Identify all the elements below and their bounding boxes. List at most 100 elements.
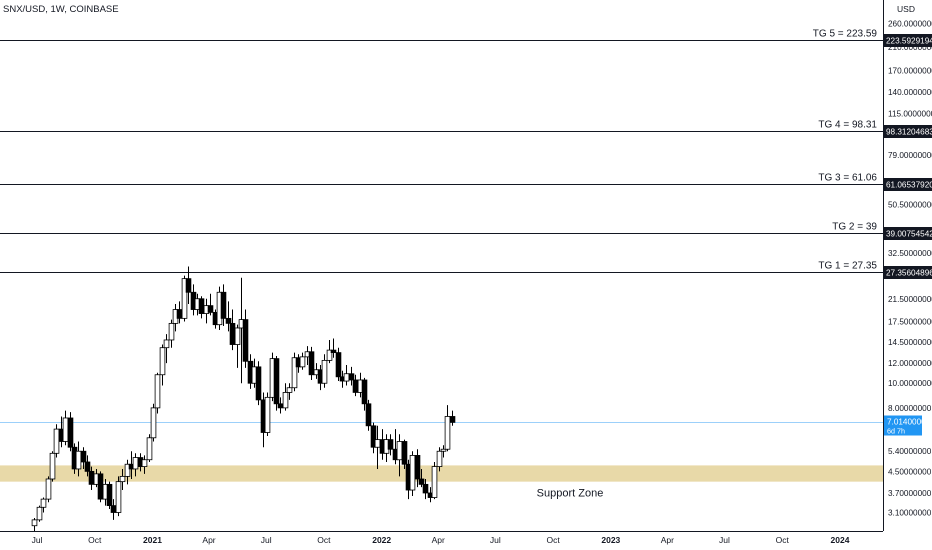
candle[interactable] (401, 439, 408, 469)
candle[interactable] (53, 424, 60, 458)
candle[interactable] (291, 352, 298, 392)
candle-body (348, 373, 355, 381)
candle-body (225, 317, 232, 324)
candle[interactable] (255, 361, 262, 406)
price-tick-label: 50.50000000 (888, 201, 932, 210)
candle[interactable] (422, 478, 429, 500)
time-tick-label: Jul (490, 535, 501, 545)
candle[interactable] (141, 455, 148, 474)
support-zone (0, 465, 883, 482)
candle[interactable] (282, 383, 289, 411)
candle-body (282, 392, 289, 409)
candle-body (431, 466, 438, 498)
price-tick-label: 79.00000000 (888, 151, 932, 160)
candle-body (106, 483, 113, 506)
candle[interactable] (207, 293, 214, 316)
candle-body (207, 305, 214, 313)
target-label: TG 1 = 27.35 (818, 261, 877, 272)
candle-body (150, 407, 157, 439)
candle[interactable] (67, 412, 74, 452)
candle-body (124, 463, 131, 477)
candle[interactable] (444, 405, 451, 452)
candle[interactable] (115, 476, 122, 517)
candle-body (291, 357, 298, 389)
support-zone-label: Support Zone (537, 488, 604, 500)
candle[interactable] (361, 377, 368, 411)
candle[interactable] (163, 334, 170, 364)
candle-body (53, 428, 60, 454)
symbol-label: SNX/USD, 1W, COINBASE (3, 4, 119, 15)
target-label: TG 2 = 39 (832, 222, 877, 233)
candle[interactable] (370, 422, 377, 454)
last-price-tag (884, 415, 922, 436)
candle[interactable] (335, 347, 342, 382)
candle[interactable] (418, 468, 425, 488)
candle[interactable] (365, 399, 372, 431)
candle[interactable] (321, 354, 328, 388)
candle[interactable] (348, 366, 355, 386)
candle-body (40, 498, 47, 508)
price-axis-unit: USD (897, 4, 915, 14)
candle[interactable] (326, 339, 333, 364)
candle[interactable] (124, 459, 131, 485)
candle[interactable] (119, 468, 126, 491)
candle[interactable] (431, 461, 438, 500)
candle[interactable] (242, 309, 249, 368)
candle[interactable] (84, 455, 91, 477)
candle[interactable] (299, 352, 306, 370)
price-tick-label: 32.50000000 (888, 249, 932, 258)
candle[interactable] (220, 284, 227, 326)
candles[interactable] (31, 266, 456, 532)
price-tick-label: 210.00000000 (888, 43, 932, 52)
candle[interactable] (49, 451, 56, 482)
candle[interactable] (45, 476, 52, 503)
candle[interactable] (330, 338, 337, 358)
candle[interactable] (106, 481, 113, 509)
candle[interactable] (409, 451, 416, 496)
target-axis-value: 27.35604896 (886, 269, 932, 278)
candle[interactable] (449, 410, 456, 426)
target-axis-tag (884, 178, 932, 191)
candle[interactable] (185, 266, 192, 305)
time-tick-label: Oct (776, 535, 790, 545)
candle[interactable] (36, 505, 43, 522)
time-tick-label: Jul (261, 535, 272, 545)
candle[interactable] (97, 471, 104, 503)
candle-body (115, 481, 122, 513)
candle-body (229, 322, 236, 345)
candle[interactable] (387, 434, 394, 456)
candle[interactable] (168, 319, 175, 348)
time-tick-label: Apr (432, 535, 445, 545)
target-label: TG 5 = 223.59 (813, 29, 878, 40)
candle-body (255, 366, 262, 401)
price-axis[interactable]: 260.00000000 210.00000000 170.00000000 140.… (888, 20, 932, 518)
candle[interactable] (414, 449, 421, 488)
candle[interactable] (286, 383, 293, 400)
time-axis[interactable]: Jul Oct 2021 Apr Jul Oct 2022 Apr Jul Oct 2023 Apr J… (32, 535, 850, 545)
candle-body (370, 425, 377, 448)
candle[interactable] (225, 301, 232, 332)
candle[interactable] (150, 403, 157, 442)
candle-body (401, 441, 408, 465)
candle[interactable] (234, 324, 241, 368)
candle[interactable] (159, 344, 166, 386)
candle[interactable] (181, 275, 188, 322)
candle[interactable] (31, 517, 38, 532)
target-axis-value: 98.31204683 (886, 128, 932, 137)
candle-body (119, 475, 126, 483)
candle[interactable] (273, 355, 280, 411)
candle[interactable] (154, 372, 161, 414)
candle[interactable] (264, 392, 271, 436)
price-tick-label: 5.40000000 (888, 447, 932, 456)
candle[interactable] (436, 447, 443, 472)
candle-body (97, 473, 104, 500)
target-axis-value: 61.06537920 (886, 181, 932, 190)
target-axis-tag (884, 266, 932, 279)
candle[interactable] (40, 497, 47, 513)
candle[interactable] (440, 445, 447, 458)
candle-body (88, 470, 95, 485)
candle[interactable] (308, 346, 315, 380)
candle[interactable] (146, 434, 153, 462)
candle[interactable] (80, 447, 87, 469)
